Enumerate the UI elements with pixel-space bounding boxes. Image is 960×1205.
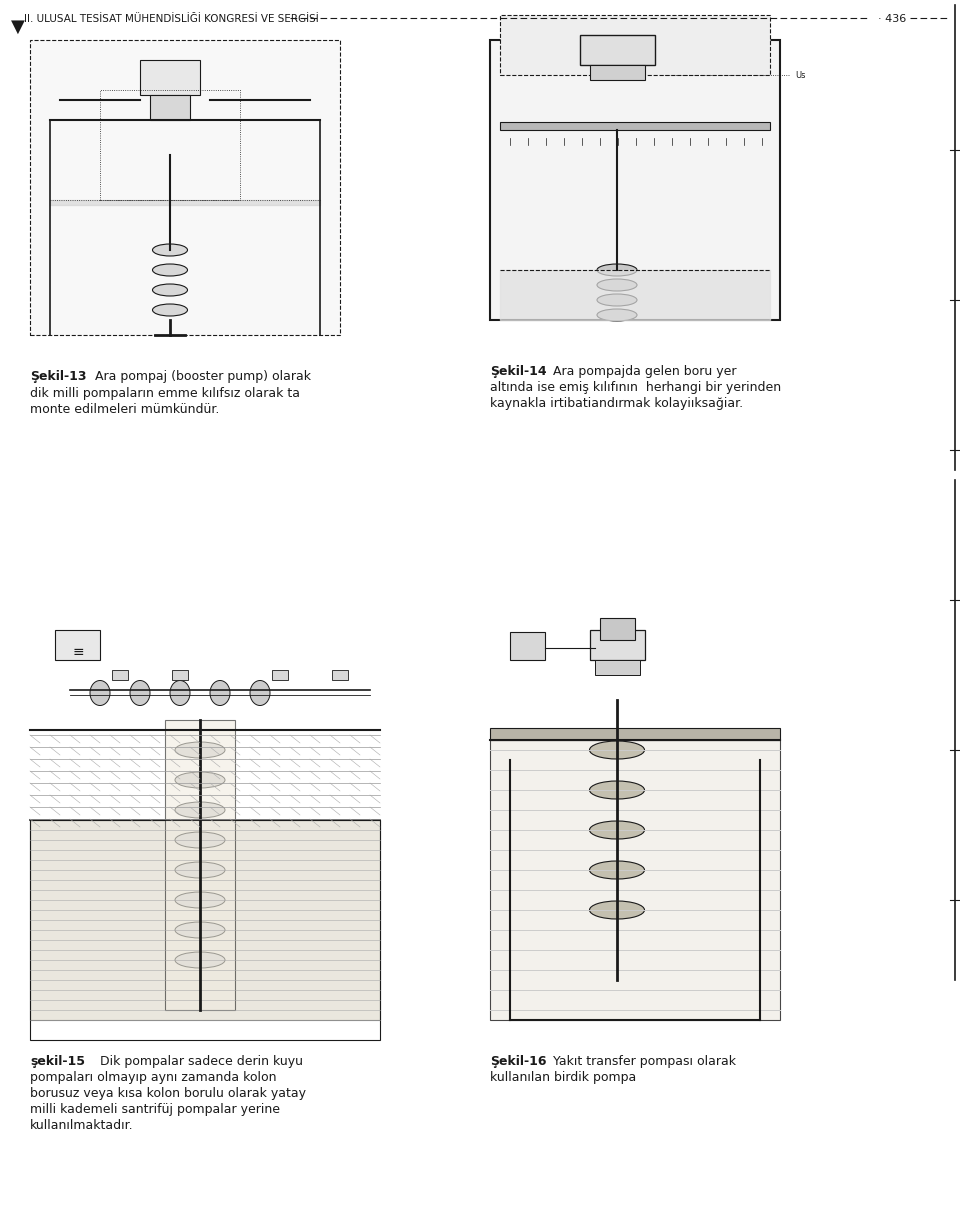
Text: borusuz veya kısa kolon borulu olarak yatay: borusuz veya kısa kolon borulu olarak ya… [30, 1087, 306, 1100]
Bar [30, 819, 380, 1019]
Text: Dik pompalar sadece derin kuyu: Dik pompalar sadece derin kuyu [100, 1056, 303, 1068]
Ellipse shape [175, 742, 225, 758]
Ellipse shape [597, 280, 637, 290]
Ellipse shape [175, 952, 225, 968]
Text: · 436 ·: · 436 · [878, 14, 913, 24]
Ellipse shape [153, 243, 187, 255]
Bar [595, 660, 640, 675]
Ellipse shape [589, 821, 644, 839]
Ellipse shape [589, 781, 644, 799]
Text: Yakıt transfer pompası olarak: Yakıt transfer pompası olarak [553, 1056, 736, 1068]
Ellipse shape [175, 892, 225, 909]
Text: kullanılan birdik pompa: kullanılan birdik pompa [490, 1071, 636, 1085]
Ellipse shape [589, 862, 644, 878]
Ellipse shape [175, 831, 225, 848]
Bar [272, 670, 288, 680]
Ellipse shape [210, 681, 230, 705]
Ellipse shape [153, 264, 187, 276]
Ellipse shape [90, 681, 110, 705]
Bar [590, 630, 645, 660]
Ellipse shape [175, 922, 225, 937]
Ellipse shape [130, 681, 150, 705]
Ellipse shape [170, 681, 190, 705]
Bar [590, 65, 645, 80]
Text: milli kademeli santrifüj pompalar yerine: milli kademeli santrifüj pompalar yerine [30, 1103, 280, 1116]
Bar [55, 630, 100, 660]
FancyBboxPatch shape [490, 40, 780, 321]
Ellipse shape [153, 304, 187, 316]
Text: Şekil-13: Şekil-13 [30, 370, 86, 383]
Text: dik milli pompaların emme kılıfsız olarak ta: dik milli pompaların emme kılıfsız olara… [30, 387, 300, 400]
Ellipse shape [597, 308, 637, 321]
Ellipse shape [589, 901, 644, 919]
Ellipse shape [597, 264, 637, 276]
Ellipse shape [153, 284, 187, 296]
Bar [332, 670, 348, 680]
Text: altında ise emiş kılıfının  herhangi bir yerinden: altında ise emiş kılıfının herhangi bir … [490, 381, 781, 394]
Ellipse shape [597, 294, 637, 306]
Text: Şekil-14: Şekil-14 [490, 365, 546, 378]
Bar [165, 721, 235, 1010]
Text: Us: Us [795, 71, 805, 80]
Bar [500, 122, 770, 130]
Bar [30, 819, 380, 1040]
Text: Ara pompajda gelen boru yer: Ara pompajda gelen boru yer [553, 365, 736, 378]
Bar [140, 60, 200, 95]
Bar [172, 670, 188, 680]
FancyBboxPatch shape [30, 40, 340, 335]
Text: kaynakla irtibatiandırmak kolayiıksağiar.: kaynakla irtibatiandırmak kolayiıksağiar… [490, 396, 743, 410]
Text: kullanılmaktadır.: kullanılmaktadır. [30, 1119, 133, 1131]
Text: ≡: ≡ [72, 645, 84, 659]
Text: II. ULUSAL TESİSAT MÜHENDİSLİĞİ KONGRESİ VE SERGİSİ: II. ULUSAL TESİSAT MÜHENDİSLİĞİ KONGRESİ… [24, 14, 319, 24]
Ellipse shape [175, 772, 225, 788]
Text: Şekil-16: Şekil-16 [490, 1056, 546, 1068]
FancyBboxPatch shape [500, 14, 770, 75]
Ellipse shape [175, 803, 225, 818]
Text: Ara pompaj (booster pump) olarak: Ara pompaj (booster pump) olarak [95, 370, 311, 383]
Text: ▼: ▼ [12, 18, 25, 36]
Bar [150, 95, 190, 121]
Bar [490, 740, 780, 1019]
Bar [112, 670, 128, 680]
Text: şekil-15: şekil-15 [30, 1056, 85, 1068]
Ellipse shape [175, 862, 225, 878]
Bar [580, 35, 655, 65]
Ellipse shape [589, 741, 644, 759]
Text: pompaları olmayıp aynı zamanda kolon: pompaları olmayıp aynı zamanda kolon [30, 1071, 276, 1085]
Ellipse shape [250, 681, 270, 705]
Bar [510, 631, 545, 660]
Bar [490, 728, 780, 740]
Text: monte edilmeleri mümkündür.: monte edilmeleri mümkündür. [30, 402, 220, 416]
Bar [600, 618, 635, 640]
